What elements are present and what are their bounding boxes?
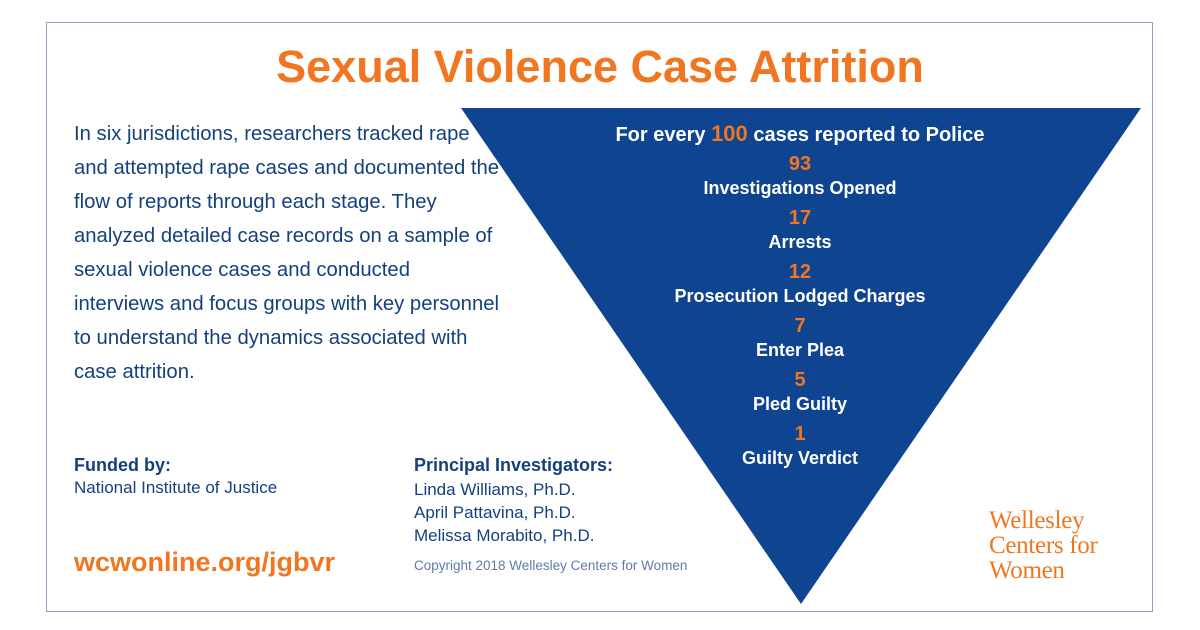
- page-title: Sexual Violence Case Attrition: [276, 41, 924, 92]
- funnel-header: For every 100 cases reported to Police: [615, 121, 984, 146]
- stage-label: Pled Guilty: [753, 394, 847, 414]
- investigator-name: April Pattavina, Ph.D.: [414, 503, 576, 522]
- stage-label: Arrests: [768, 232, 831, 252]
- stage-label: Enter Plea: [756, 340, 845, 360]
- funnel-header-suffix: cases reported to Police: [748, 124, 985, 146]
- card-frame: [46, 22, 1153, 612]
- stage-value: 93: [789, 153, 811, 175]
- stage-value: 1: [794, 423, 805, 445]
- funnel-triangle: [461, 108, 1141, 604]
- copyright-notice: Copyright 2018 Wellesley Centers for Wom…: [414, 558, 688, 573]
- stage-value: 17: [789, 207, 811, 229]
- funder-name: National Institute of Justice: [74, 478, 278, 497]
- investigators-label: Principal Investigators:: [414, 455, 614, 475]
- investigators-list: Linda Williams, Ph.D. April Pattavina, P…: [414, 478, 594, 547]
- investigator-name: Melissa Morabito, Ph.D.: [414, 526, 595, 545]
- stage-label: Prosecution Lodged Charges: [674, 286, 925, 306]
- stage-label: Investigations Opened: [703, 178, 896, 198]
- logo-line: Women: [989, 557, 1065, 584]
- wellesley-centers-logo: Wellesley Centers for Women: [989, 507, 1098, 584]
- stage-value: 7: [794, 315, 805, 337]
- logo-line: Wellesley: [989, 507, 1085, 534]
- funded-by-label: Funded by:: [74, 455, 171, 475]
- study-description: In six jurisdictions, researchers tracke…: [74, 123, 500, 383]
- logo-line: Centers for: [989, 532, 1098, 559]
- funnel-header-number: 100: [711, 121, 748, 146]
- website-link[interactable]: wcwonline.org/jgbvr: [74, 547, 336, 577]
- stage-label: Guilty Verdict: [742, 448, 858, 468]
- investigator-name: Linda Williams, Ph.D.: [414, 480, 576, 499]
- stage-value: 12: [789, 261, 811, 283]
- funnel-header-prefix: For every: [615, 124, 711, 146]
- stage-value: 5: [794, 369, 805, 391]
